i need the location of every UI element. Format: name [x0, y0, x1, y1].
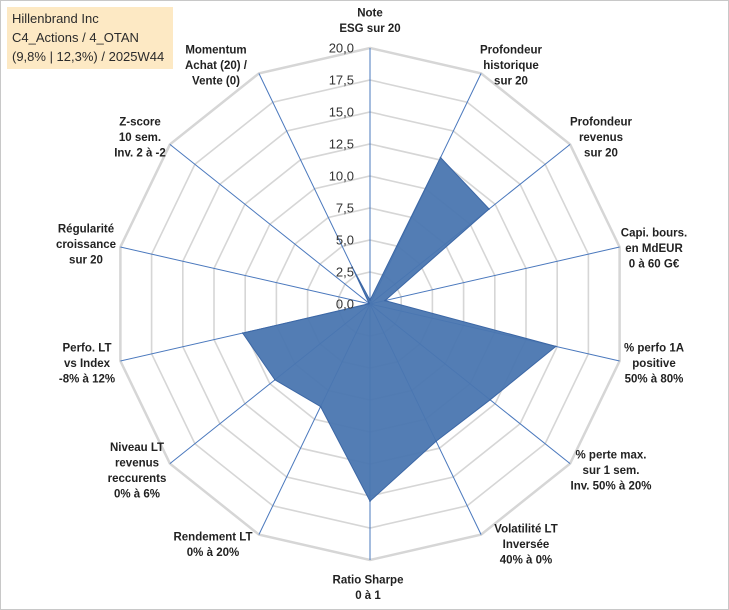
data-point — [351, 266, 354, 268]
axis-label: % perfo 1A positive 50% à 80% — [624, 343, 684, 386]
axis-label: Régularité croissance sur 20 — [56, 224, 116, 267]
tick-label: 7,5 — [336, 201, 354, 216]
tick-label: 12,5 — [329, 137, 354, 152]
axis-label: Ratio Sharpe 0 à 1 — [333, 574, 404, 602]
data-point — [369, 299, 371, 302]
portfolio-label: C4_Actions / 4_OTAN — [12, 30, 139, 45]
axis-label: % perte max. sur 1 sem. Inv. 50% à 20% — [571, 450, 652, 493]
axis-label: Momentum Achat (20) / Vente (0) — [185, 45, 248, 88]
data-point — [274, 379, 276, 381]
axis-label: Capi. bours. en MdEUR 0 à 60 G€ — [621, 228, 687, 271]
data-point — [555, 345, 557, 348]
tick-label: 20,0 — [329, 41, 354, 56]
axis-spoke — [169, 144, 371, 305]
data-point — [369, 500, 371, 502]
data-point — [488, 208, 490, 210]
tick-label: 5,0 — [336, 233, 354, 248]
axis-label: Niveau LT revenus reccurents 0% à 6% — [108, 442, 167, 501]
data-point — [384, 299, 386, 302]
company-name: Hillenbrand Inc — [12, 11, 99, 26]
axis-spoke — [120, 246, 371, 305]
axis-label: Volatilité LT Inversée 40% à 0% — [494, 524, 557, 567]
tick-label: 15,0 — [329, 105, 354, 120]
period-label: (9,8% | 12,3%) / 2025W44 — [12, 49, 165, 64]
tick-label: 0,0 — [336, 297, 354, 312]
tick-label: 2,5 — [336, 265, 354, 280]
axis-label: Z-score 10 sem. Inv. 2 à -2 — [114, 117, 166, 160]
data-point — [435, 440, 437, 443]
data-point — [489, 399, 491, 401]
data-point — [439, 156, 442, 159]
axis-label: Rendement LT 0% à 20% — [173, 531, 252, 559]
data-point — [241, 332, 244, 334]
axis-label: Perfo. LT vs Index -8% à 12% — [59, 343, 115, 386]
axis-spoke — [369, 246, 620, 305]
tick-label: 17,5 — [329, 73, 354, 88]
axis-label: Profondeur historique sur 20 — [480, 45, 542, 88]
data-point — [368, 302, 370, 305]
axis-spoke — [258, 73, 371, 305]
axis-label: Profondeur revenus sur 20 — [570, 117, 632, 160]
axis-label: Note ESG sur 20 — [339, 7, 400, 35]
tick-label: 10,0 — [329, 169, 354, 184]
info-box: Hillenbrand Inc C4_Actions / 4_OTAN (9,8… — [7, 7, 173, 69]
data-point — [319, 405, 322, 408]
